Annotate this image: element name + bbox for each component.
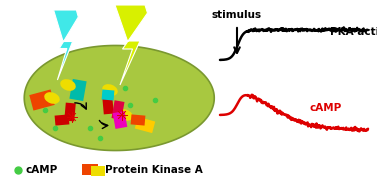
Bar: [113, 111, 127, 129]
Polygon shape: [24, 46, 214, 150]
Ellipse shape: [60, 79, 76, 91]
Bar: [101, 89, 114, 100]
Text: cAMP: cAMP: [26, 165, 58, 175]
Text: stimulus: stimulus: [212, 10, 262, 20]
Text: PKA activity: PKA activity: [330, 27, 377, 37]
Bar: [102, 96, 114, 114]
Polygon shape: [115, 5, 147, 85]
Bar: [130, 114, 146, 126]
Ellipse shape: [117, 109, 133, 121]
Bar: [135, 117, 155, 133]
Bar: [29, 89, 55, 111]
Bar: [64, 103, 76, 121]
Text: cAMP: cAMP: [310, 103, 342, 113]
Text: Protein Kinase A: Protein Kinase A: [105, 165, 203, 175]
Bar: [91, 166, 105, 176]
Bar: [112, 100, 124, 120]
Ellipse shape: [102, 84, 118, 96]
Bar: [55, 114, 69, 126]
Polygon shape: [54, 10, 78, 80]
Ellipse shape: [44, 92, 60, 104]
Bar: [82, 163, 98, 175]
Bar: [69, 79, 87, 101]
